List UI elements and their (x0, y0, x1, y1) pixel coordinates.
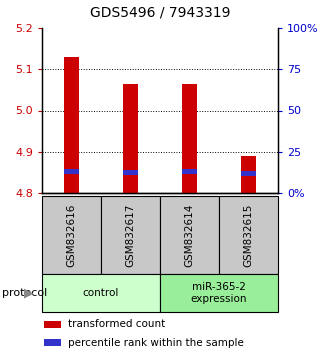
Bar (101, 196, 160, 274)
Text: transformed count: transformed count (68, 319, 165, 329)
Bar (42, 196, 101, 274)
Bar (241, 171, 256, 176)
Text: GSM832615: GSM832615 (244, 203, 253, 267)
Bar (64, 57, 79, 193)
Text: protocol: protocol (2, 288, 47, 298)
Bar (160, 274, 278, 312)
Bar (182, 169, 197, 174)
Text: control: control (83, 288, 119, 298)
Bar (160, 196, 219, 274)
Text: GDS5496 / 7943319: GDS5496 / 7943319 (90, 5, 230, 19)
Text: miR-365-2
expression: miR-365-2 expression (191, 282, 247, 304)
Text: GSM832616: GSM832616 (67, 203, 76, 267)
Text: GSM832614: GSM832614 (185, 203, 195, 267)
Bar (219, 196, 278, 274)
Bar (64, 169, 79, 173)
Text: percentile rank within the sample: percentile rank within the sample (68, 338, 244, 348)
Bar (241, 156, 256, 193)
Bar (44, 339, 61, 346)
Bar (123, 170, 138, 175)
Bar (182, 84, 197, 193)
Text: ▶: ▶ (24, 286, 34, 299)
Text: GSM832617: GSM832617 (125, 203, 135, 267)
Bar (42, 274, 160, 312)
Bar (44, 321, 61, 328)
Bar (123, 84, 138, 193)
